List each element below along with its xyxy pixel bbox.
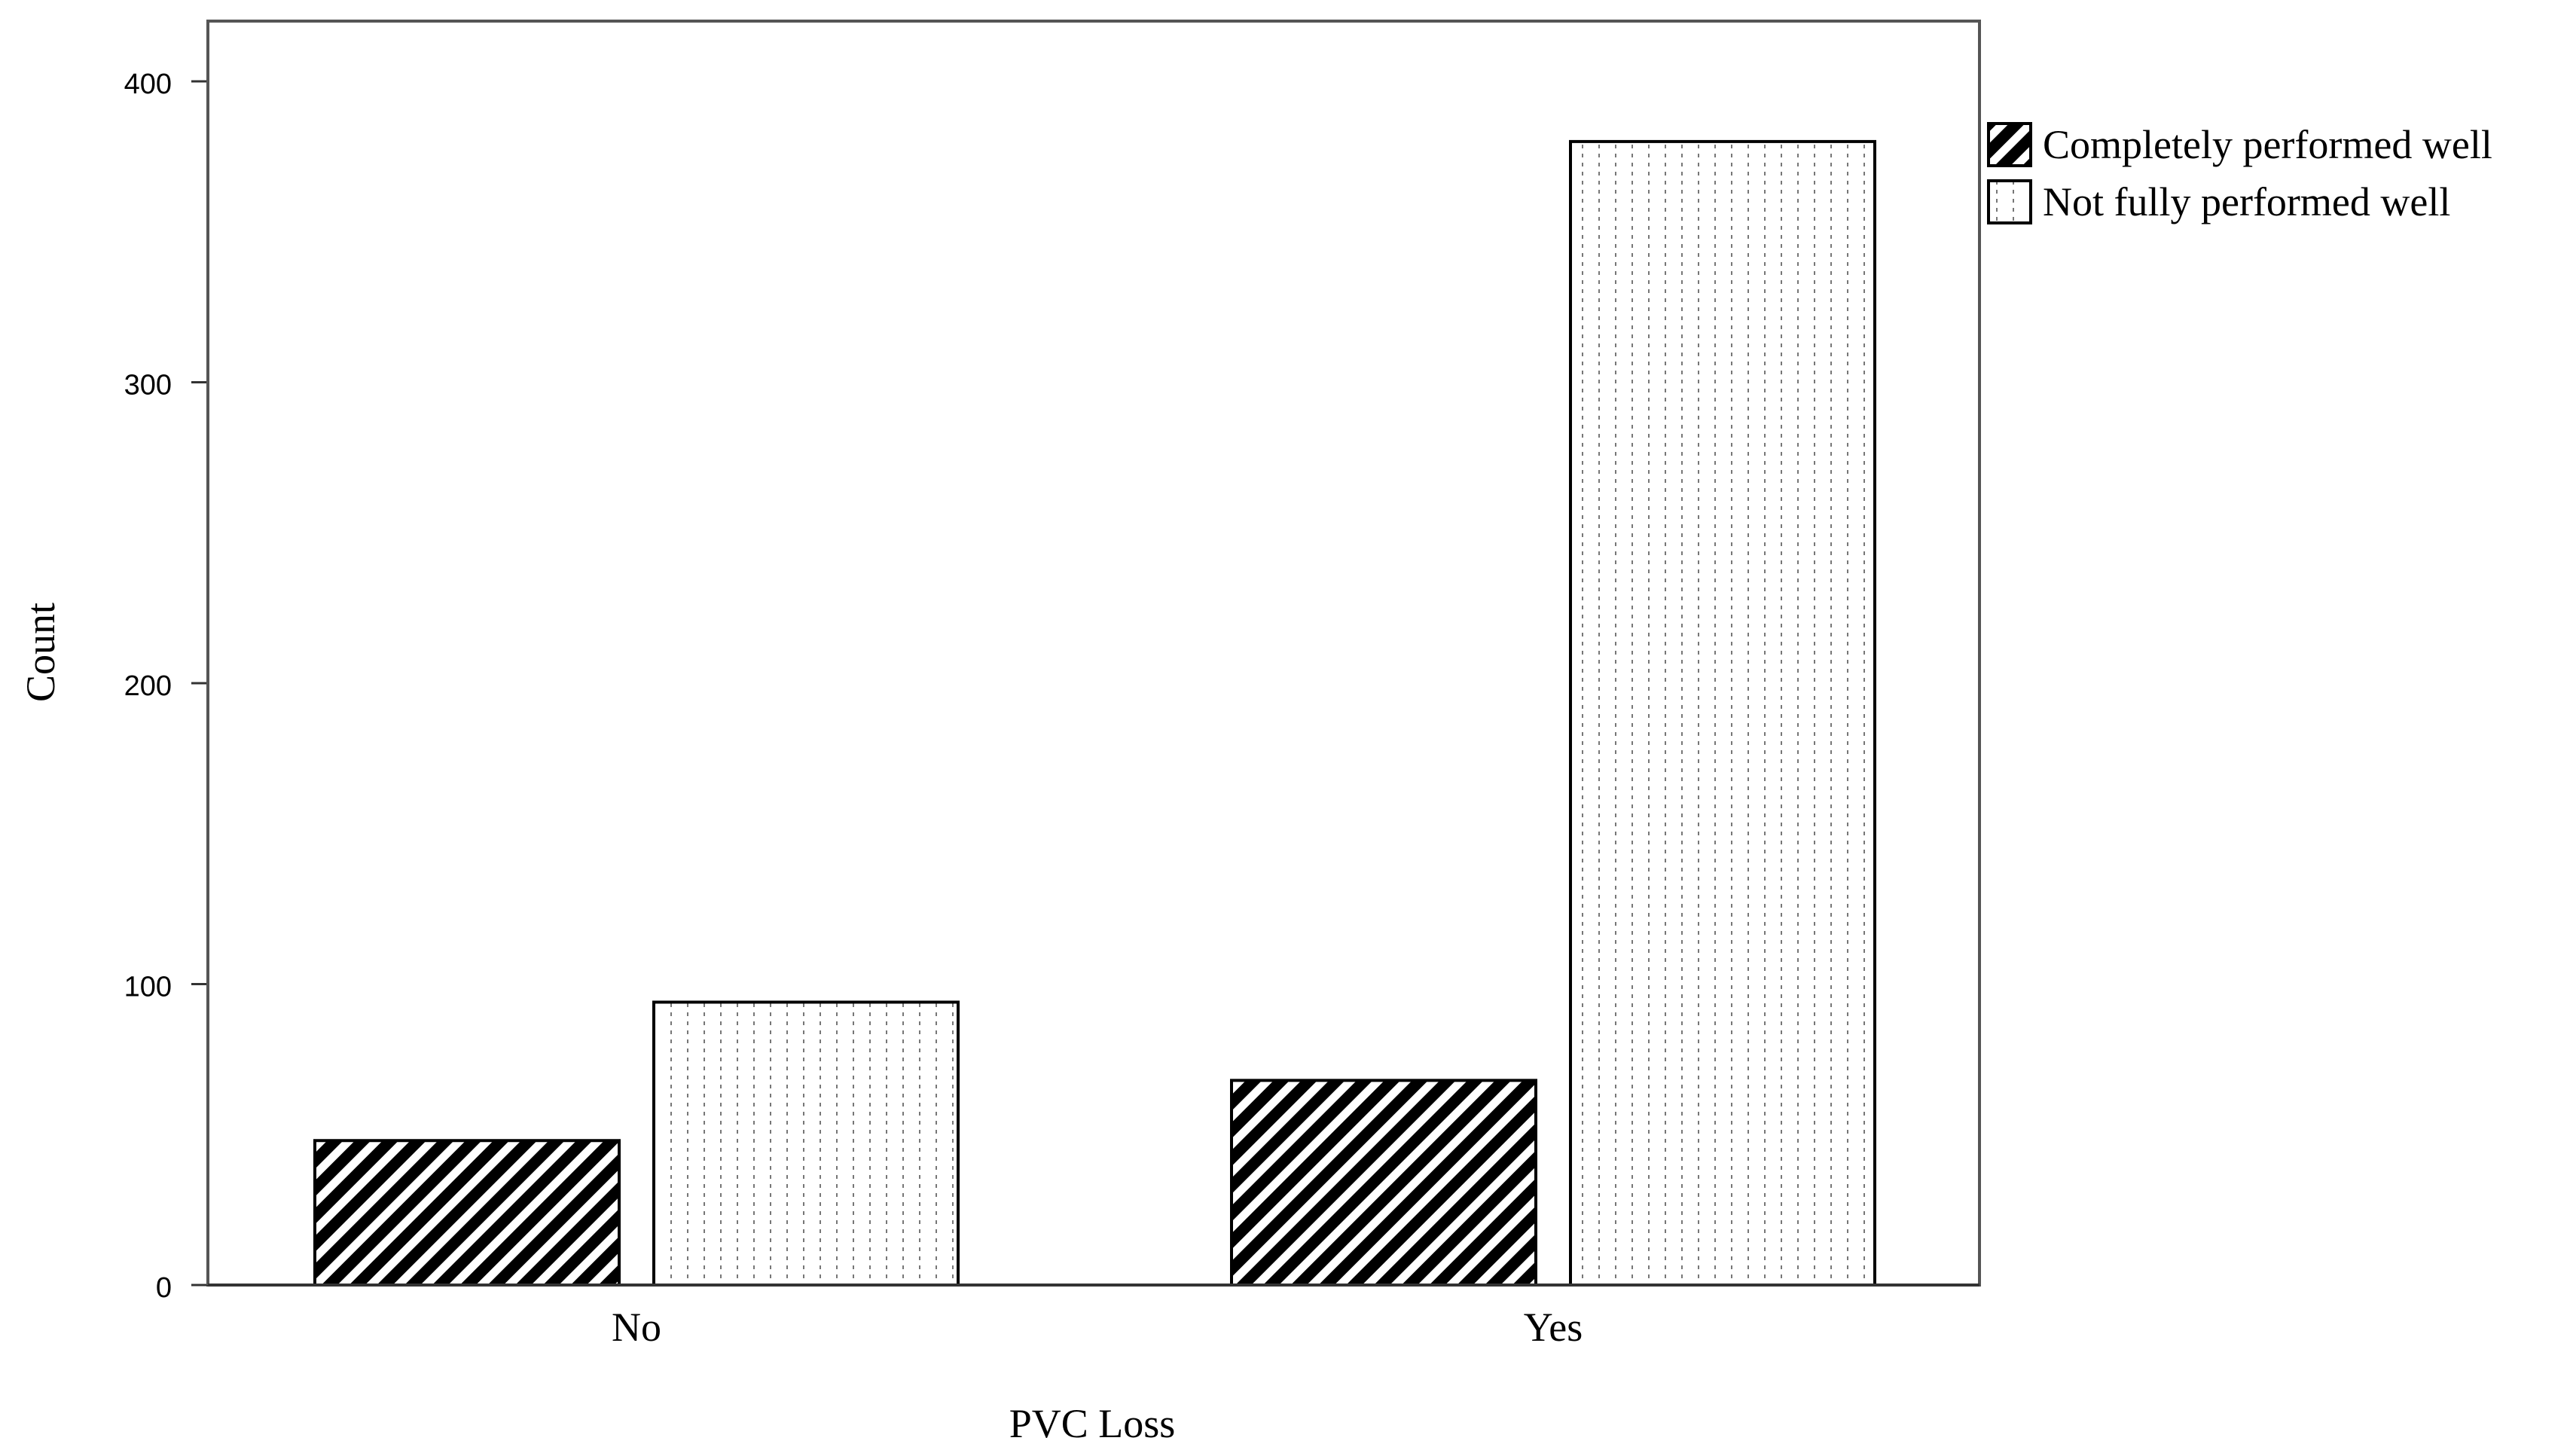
y-tick-label: 300 <box>124 370 172 401</box>
x-axis: No Yes <box>612 1305 1583 1350</box>
y-axis-title: Count <box>18 603 63 702</box>
y-tick-label: 400 <box>124 69 172 100</box>
y-tick-label: 200 <box>124 670 172 702</box>
x-tick-label: No <box>612 1305 661 1350</box>
bar-completely-performed-well-no <box>313 1139 621 1287</box>
x-axis-title: PVC Loss <box>1009 1401 1176 1446</box>
y-tick-label: 0 <box>156 1272 172 1304</box>
legend-label: Completely performed well <box>2043 122 2492 167</box>
bar-series-group <box>313 139 1876 1287</box>
y-axis: 0 100 200 300 400 <box>124 21 209 1304</box>
bar-not-fully-performed-well-yes <box>1569 139 1876 1287</box>
legend-swatch <box>1987 179 2032 224</box>
y-tick-label: 100 <box>124 972 172 1003</box>
legend-swatch <box>1987 122 2032 167</box>
legend: Completely performed well Not fully perfo… <box>1987 122 2492 224</box>
x-tick-label: Yes <box>1524 1305 1583 1350</box>
bar-not-fully-performed-well-no <box>652 1000 960 1287</box>
bar-completely-performed-well-yes <box>1230 1079 1537 1287</box>
legend-label: Not fully performed well <box>2043 179 2450 224</box>
